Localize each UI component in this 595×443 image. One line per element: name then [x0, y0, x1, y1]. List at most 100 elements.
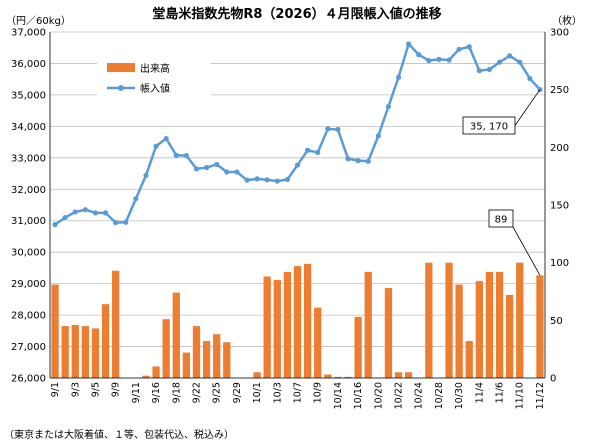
left-axis-unit: （円／60kg） [6, 15, 71, 27]
x-tick-label: 10/28 [434, 382, 445, 409]
settlement-point [214, 161, 220, 168]
settlement-point [315, 149, 321, 156]
volume-bars [51, 262, 544, 378]
volume-bar [394, 372, 403, 378]
settlement-point [244, 177, 250, 183]
settlement-point [345, 156, 351, 162]
x-tick-label: 9/22 [191, 382, 202, 403]
x-tick-label: 10/14 [333, 382, 344, 409]
left-axis-ticks: 26,000 27,000 28,000 29,000 30,000 31,000 32,0… [11, 28, 46, 385]
volume-bar [425, 262, 433, 378]
volume-bar [192, 326, 201, 378]
settlement-point [264, 177, 270, 183]
legend-bar-label: 出来高 [140, 62, 170, 75]
settlement-point [203, 164, 210, 171]
volume-bar [314, 307, 322, 378]
settlement-point [446, 57, 452, 63]
volume-bar [465, 341, 473, 378]
settlement-point [365, 158, 371, 164]
settlement-point [173, 152, 179, 158]
settlement-point [466, 44, 472, 50]
left-tick-label: 26,000 [11, 374, 46, 385]
x-tick-label: 9/18 [171, 382, 182, 403]
settlement-point [274, 178, 280, 184]
settlement-point [234, 169, 240, 175]
volume-bar [506, 294, 514, 378]
volume-bar [112, 270, 120, 378]
volume-bar [536, 275, 544, 378]
x-tick-label: 9/5 [90, 382, 101, 397]
volume-bar [182, 352, 191, 378]
settlement-point [72, 209, 78, 215]
x-tick-label: 10/7 [293, 382, 304, 403]
volume-bar [495, 271, 504, 378]
settlement-point [426, 58, 432, 64]
left-tick-label: 30,000 [11, 248, 46, 259]
settlement-point [113, 220, 119, 226]
settlement-point [456, 46, 462, 52]
left-tick-label: 35,000 [11, 90, 46, 101]
settlement-point [436, 56, 442, 62]
settlement-point [496, 59, 503, 65]
x-tick-label: 10/20 [373, 382, 384, 409]
left-tick-label: 36,000 [11, 59, 46, 70]
right-tick-label: 300 [550, 28, 569, 39]
settlement-point [507, 53, 513, 59]
right-tick-label: 200 [550, 143, 569, 154]
volume-bar [404, 372, 413, 378]
settlement-point [62, 214, 68, 221]
settlement-line [52, 41, 543, 228]
settlement-point [406, 41, 412, 47]
volume-bar [364, 271, 372, 378]
x-tick-label: 10/16 [353, 382, 364, 409]
axes [49, 32, 546, 379]
settlement-point [325, 126, 331, 132]
volume-bar [253, 372, 261, 378]
settlement-point [123, 219, 129, 225]
settlement-point [92, 210, 99, 216]
left-tick-label: 31,000 [11, 216, 46, 227]
footnote: （東京または大阪着値、１等、包装代込、税込み） [4, 428, 234, 441]
x-tick-label: 10/1 [252, 382, 263, 403]
volume-bar [475, 281, 483, 378]
x-axis-ticks: 9/1 9/3 9/5 9/9 9/11 9/16 9/18 9/22 9/25 9/29 10/1… [50, 382, 546, 409]
volume-bar [344, 376, 352, 378]
right-tick-label: 0 [550, 374, 556, 385]
chart-title: 堂島米指数先物R8（2026）４月限帳入値の推移 [152, 6, 441, 22]
right-axis-ticks: 0 50 100 150 200 250 300 [550, 28, 569, 385]
x-tick-label: 10/22 [394, 382, 405, 409]
settlement-point [224, 169, 230, 175]
settlement-point [163, 136, 169, 142]
settlement-point [143, 172, 149, 179]
left-tick-label: 29,000 [11, 279, 46, 290]
right-tick-label: 50 [550, 316, 563, 327]
volume-bar [516, 262, 524, 378]
volume-callout-box [488, 209, 514, 228]
volume-bar [142, 375, 150, 378]
volume-bar [445, 262, 453, 378]
settlement-point [395, 74, 402, 80]
volume-bar [71, 324, 79, 378]
right-axis-unit: （枚） [552, 14, 582, 27]
settlement-point [102, 210, 109, 216]
settlement-point [193, 166, 200, 172]
settlement-point [305, 147, 311, 153]
settlement-point [284, 176, 290, 183]
volume-bar [81, 326, 89, 378]
left-tick-label: 28,000 [11, 311, 46, 322]
volume-callout-label: 89 [495, 215, 508, 226]
x-tick-label: 9/25 [212, 382, 223, 403]
settlement-point [416, 52, 422, 58]
volume-bar [334, 376, 342, 378]
x-tick-label: 9/16 [151, 382, 162, 403]
left-tick-label: 37,000 [11, 28, 46, 39]
volume-bar [283, 271, 292, 378]
x-tick-label: 10/30 [454, 382, 465, 409]
settlement-point [133, 196, 139, 202]
volume-callout-leader [512, 226, 541, 276]
settlement-point [385, 103, 392, 110]
settlement-point [517, 59, 523, 65]
settlement-point [476, 68, 482, 74]
price-callout-label: 35, 170 [470, 122, 508, 133]
